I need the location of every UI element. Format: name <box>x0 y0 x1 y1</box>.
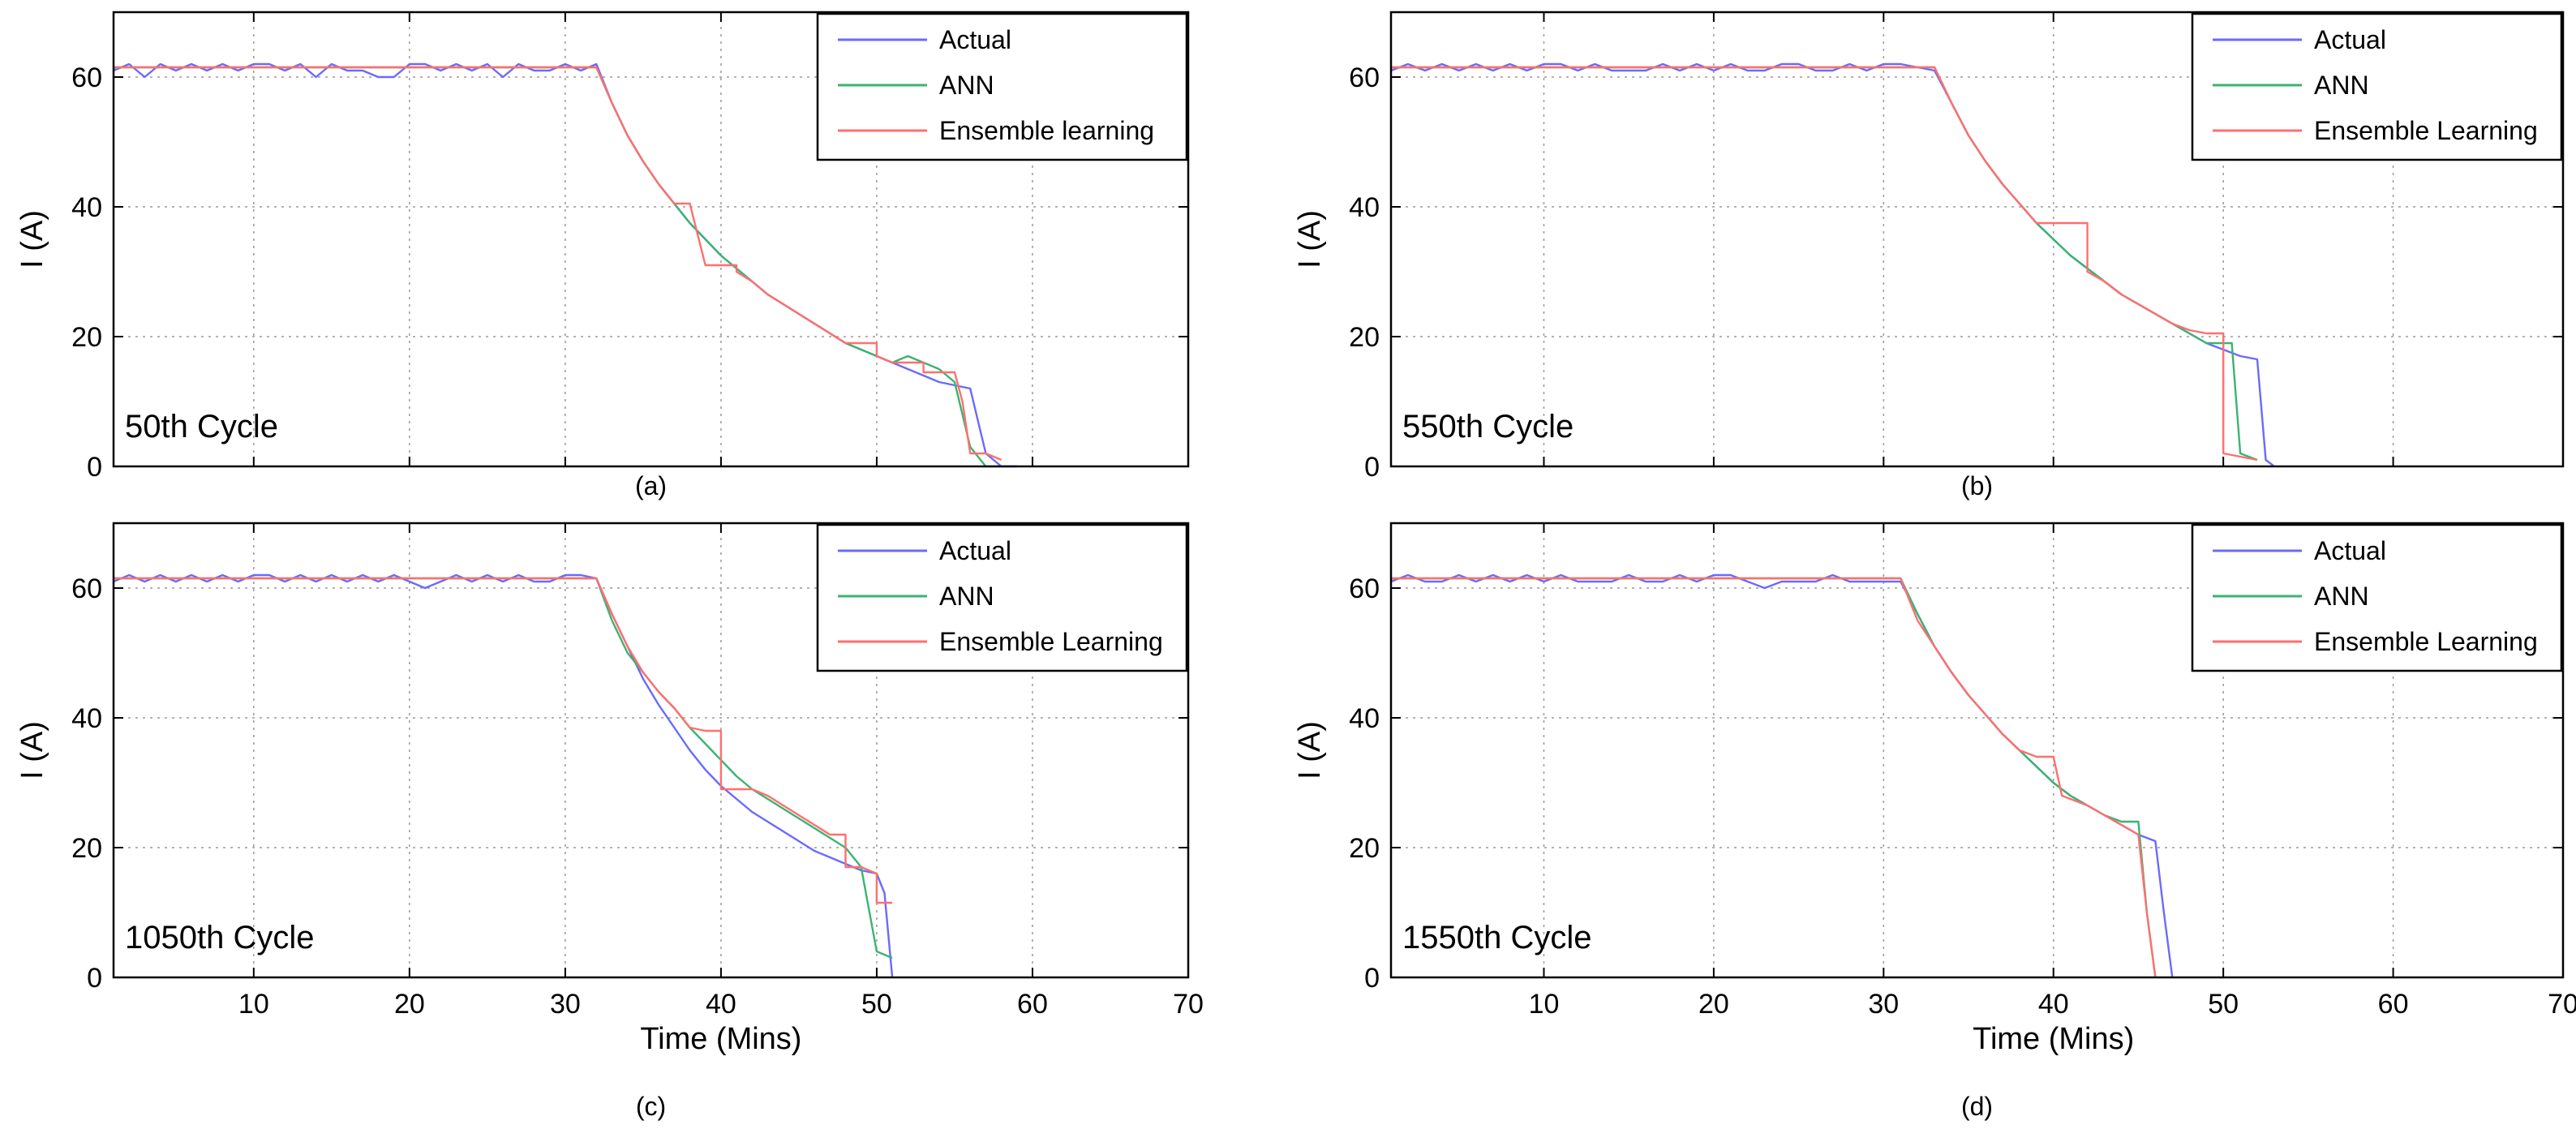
y-tick-label: 60 <box>71 62 102 93</box>
x-tick-label: 30 <box>550 989 581 1020</box>
y-tick-label: 40 <box>71 703 102 734</box>
x-tick-label: 70 <box>1173 989 1204 1020</box>
x-tick-label: 40 <box>706 989 736 1020</box>
y-tick-label: 60 <box>71 573 102 604</box>
cycle-annotation: 1050th Cycle <box>125 920 314 955</box>
plot-frame <box>112 11 1190 468</box>
legend-label-actual: Actual <box>2314 536 2386 565</box>
cycle-annotation: 1550th Cycle <box>1402 920 1591 955</box>
legend-label-ensemble: Ensemble Learning <box>2314 116 2538 145</box>
x-tick-label: 40 <box>2038 989 2069 1020</box>
x-tick-label: 30 <box>1868 989 1899 1020</box>
x-tick-label: 60 <box>2378 989 2409 1020</box>
y-tick-label: 60 <box>1349 573 1380 604</box>
panel-2: 10 20 30 40 50 60 70 0 20 40 60 I (A) Time (Mins) (c)… <box>15 522 1204 1121</box>
y-tick-label: 0 <box>87 963 102 994</box>
panel-caption: (d) <box>1961 1092 1993 1121</box>
series-line-actual <box>113 573 894 978</box>
legend-box <box>2191 523 2563 672</box>
y-axis-label: I (A) <box>1293 721 1327 779</box>
series-line-ann <box>114 577 893 960</box>
series-line-ensemble <box>1391 66 2258 462</box>
legend-label-ensemble: Ensemble Learning <box>2314 627 2538 656</box>
y-tick-label: 40 <box>1349 192 1380 223</box>
legend-label-actual: Actual <box>2314 25 2386 54</box>
series-line-ensemble <box>1391 577 2157 978</box>
plot-frame <box>112 522 1190 979</box>
x-axis-label: Time (Mins) <box>1973 1022 2134 1056</box>
legend-box <box>816 12 1188 161</box>
series-line-ensemble <box>114 577 893 904</box>
x-tick-label: 20 <box>1698 989 1729 1020</box>
x-tick-label: 10 <box>238 989 269 1020</box>
legend-label-ann: ANN <box>2314 582 2369 611</box>
x-tick-label: 20 <box>394 989 425 1020</box>
y-tick-label: 60 <box>1349 62 1380 93</box>
y-tick-label: 20 <box>1349 833 1380 864</box>
y-tick-label: 20 <box>71 833 102 864</box>
y-tick-label: 0 <box>87 452 102 483</box>
cycle-annotation: 50th Cycle <box>125 409 278 444</box>
series-line-ann <box>1391 577 2157 978</box>
legend-box <box>2191 12 2563 161</box>
legend-label-ann: ANN <box>939 582 994 611</box>
x-tick-label: 70 <box>2548 989 2576 1020</box>
y-axis-label: I (A) <box>15 210 49 268</box>
panel-caption: (b) <box>1961 471 1993 500</box>
plot-frame <box>1389 522 2565 979</box>
x-tick-label: 60 <box>1017 989 1048 1020</box>
y-axis-label: I (A) <box>15 721 49 779</box>
series-line-ensemble <box>114 66 1002 462</box>
series-line-actual <box>1390 573 2174 978</box>
x-axis-label: Time (Mins) <box>640 1022 801 1056</box>
series-line-actual <box>1390 62 2275 467</box>
panel-caption: (c) <box>636 1092 666 1121</box>
y-axis-label: I (A) <box>1293 210 1327 268</box>
y-tick-label: 40 <box>71 192 102 223</box>
legend-label-ann: ANN <box>2314 71 2369 100</box>
panel-caption: (a) <box>635 471 667 500</box>
legend-label-ensemble: Ensemble learning <box>939 116 1154 145</box>
y-tick-label: 0 <box>1364 963 1380 994</box>
y-tick-label: 20 <box>71 322 102 353</box>
y-tick-label: 20 <box>1349 322 1380 353</box>
series-line-ann <box>1391 66 2258 462</box>
y-tick-label: 40 <box>1349 703 1380 734</box>
legend-box <box>816 523 1188 672</box>
legend-label-ensemble: Ensemble Learning <box>939 627 1163 656</box>
y-tick-label: 0 <box>1364 452 1380 483</box>
x-tick-label: 50 <box>2208 989 2239 1020</box>
legend-label-actual: Actual <box>939 536 1011 565</box>
panel-3: 10 20 30 40 50 60 70 0 20 40 60 I (A) Time (Mins) (d)… <box>1293 522 2576 1121</box>
legend-label-actual: Actual <box>939 25 1011 54</box>
cycle-annotation: 550th Cycle <box>1402 409 1574 444</box>
panel-1: 0 20 40 60 I (A) (b) 550th Cycle Actual ANN Ensem… <box>1293 11 2565 500</box>
x-tick-label: 50 <box>861 989 892 1020</box>
plot-frame <box>1389 11 2565 468</box>
panel-0: 0 20 40 60 I (A) (a) 50th Cycle Actual ANN Ensemb… <box>15 11 1190 500</box>
x-tick-label: 10 <box>1529 989 1560 1020</box>
legend-label-ann: ANN <box>939 71 994 100</box>
